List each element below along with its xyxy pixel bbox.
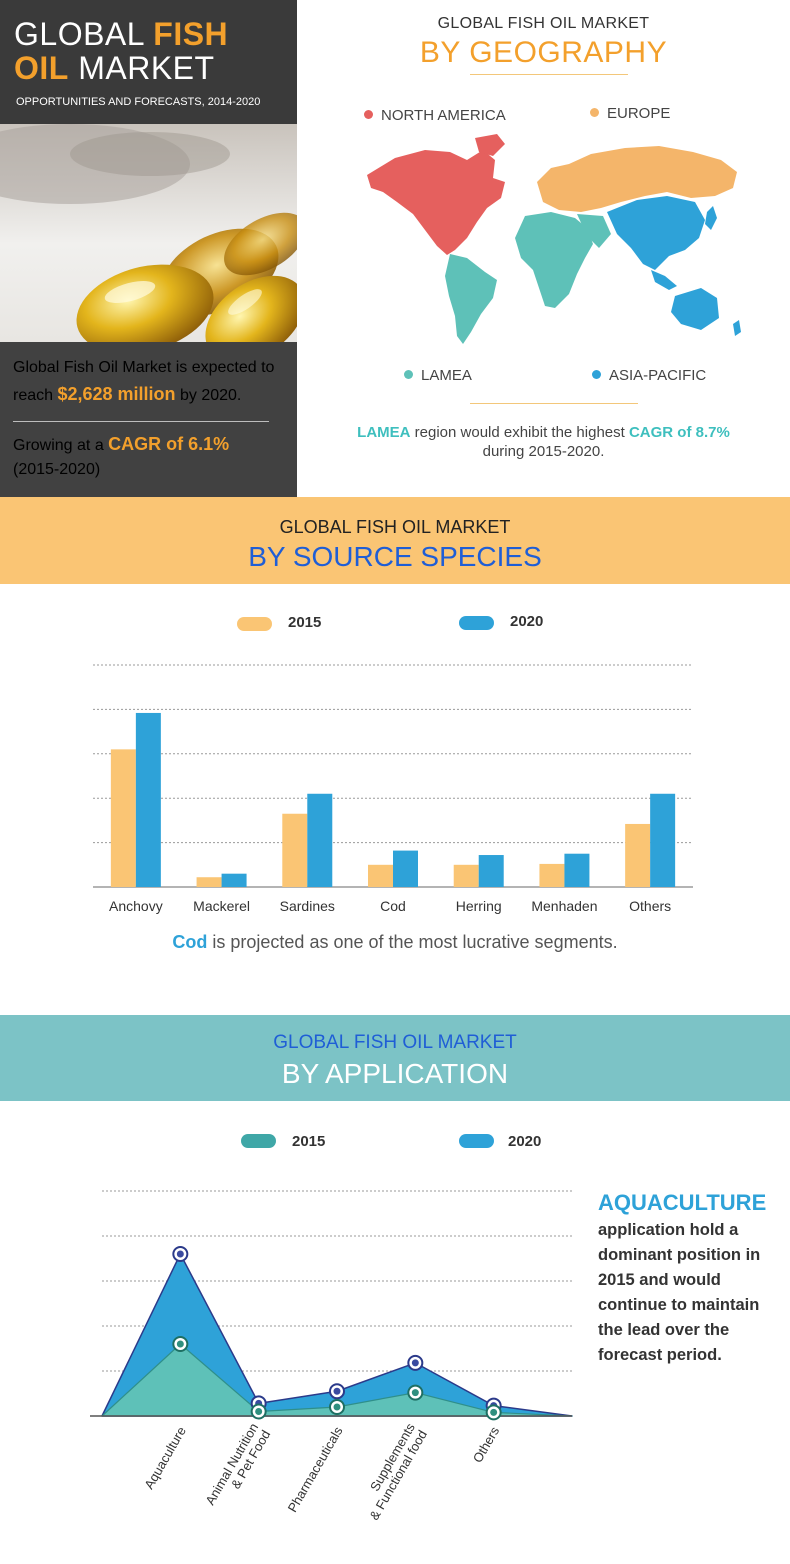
application-note-text: application hold a dominant position in …	[598, 1221, 761, 1364]
bar-legend-label-2015: 2015	[288, 614, 322, 631]
area-series-2020	[101, 1253, 573, 1417]
bar-sardines-2020	[307, 793, 333, 887]
hero-title-line2: OIL MARKET	[14, 50, 215, 86]
bar-herring-2015	[453, 864, 479, 887]
geography-divider-bottom	[470, 403, 638, 404]
application-banner: GLOBAL FISH OIL MARKET BY APPLICATION	[0, 1015, 790, 1101]
info-divider	[13, 421, 269, 422]
area-point-core	[176, 1250, 184, 1258]
area-category-label: Pharmaceuticals	[285, 1424, 346, 1515]
area-point-core	[255, 1408, 263, 1415]
world-map	[367, 134, 741, 344]
application-title-top: GLOBAL FISH OIL MARKET	[273, 1032, 517, 1053]
geography-title-main: BY GEOGRAPHY	[419, 36, 668, 69]
area-point-core	[176, 1340, 184, 1348]
area-chart: Aquaculture Animal Nutrition & Pet Food Ph…	[90, 1190, 573, 1523]
legend-lamea: LAMEA	[404, 367, 472, 384]
map-south-america	[445, 254, 497, 344]
area-category-label: Aquaculture	[141, 1424, 189, 1492]
bar-menhaden-2020	[564, 853, 590, 887]
bar-anchovy-2020	[135, 712, 161, 887]
map-southeast-asia	[651, 270, 677, 290]
geography-divider-top	[470, 74, 628, 75]
legend-asia-pacific: ASIA-PACIFIC	[592, 367, 706, 384]
map-north-america	[367, 150, 505, 255]
bar-category-label: Sardines	[280, 898, 335, 914]
bar-mackerel-2015	[196, 877, 222, 887]
bar-category-label: Mackerel	[193, 898, 250, 914]
hero-header	[0, 0, 297, 124]
area-category-label-line: Others	[470, 1424, 503, 1466]
hero-info-box	[0, 342, 297, 497]
area-point-core	[411, 1359, 419, 1367]
map-greenland	[475, 134, 505, 156]
bar-others-2020	[650, 793, 676, 887]
area-point-core	[411, 1389, 419, 1397]
map-europe	[537, 146, 737, 212]
map-japan	[705, 206, 717, 230]
source-species-banner: GLOBAL FISH OIL MARKET BY SOURCE SPECIES	[0, 497, 790, 584]
application-title-main: BY APPLICATION	[281, 1058, 509, 1089]
hero-subtitle: OPPORTUNITIES AND FORECASTS, 2014-2020	[16, 96, 261, 108]
area-category-label-line: Aquaculture	[141, 1424, 189, 1492]
area-point-core	[333, 1387, 341, 1395]
legend-dot-europe	[590, 108, 599, 117]
area-legend: 2015 2020	[0, 1101, 590, 1161]
geography-note-line1: LAMEA region would exhibit the highest C…	[357, 424, 730, 441]
info-line-2: reach $2,628 million by 2020.	[13, 384, 242, 404]
hero-panel: GLOBAL FISH OIL MARKET OPPORTUNITIES AND…	[0, 0, 297, 497]
bar-legend-label-2020: 2020	[510, 613, 544, 630]
bar-mackerel-2020	[221, 873, 247, 887]
bar-menhaden-2015	[539, 863, 565, 887]
hero-title-line1: GLOBAL FISH	[14, 16, 229, 52]
fish-oil-capsules-photo	[0, 124, 297, 342]
area-point-core	[333, 1403, 341, 1411]
application-note: AQUACULTURE application hold a dominant …	[598, 1188, 783, 1368]
legend-dot-north-america	[364, 110, 373, 119]
map-asia-pacific	[607, 196, 705, 270]
bar-cod-2020	[393, 850, 418, 887]
area-category-label: Others	[470, 1424, 503, 1466]
info-line-3: Growing at a CAGR of 6.1%	[13, 434, 230, 454]
bar-legend-swatch-2015	[237, 617, 272, 631]
area-legend-swatch-2020	[459, 1134, 494, 1148]
bar-cod-2015	[368, 864, 393, 887]
bar-anchovy-2015	[110, 749, 136, 887]
area-category-label: Supplements & Functional food	[366, 1420, 430, 1523]
area-point-core	[490, 1408, 498, 1416]
map-africa	[515, 212, 593, 308]
map-australia	[671, 288, 719, 330]
bar-chart: Anchovy Mackerel Sardines Cod Herring Menhade…	[93, 664, 693, 914]
legend-north-america: NORTH AMERICA	[364, 107, 506, 124]
bar-chart-note: Cod is projected as one of the most lucr…	[172, 932, 618, 952]
bar-legend-swatch-2020	[459, 616, 494, 630]
bar-herring-2020	[478, 855, 504, 887]
source-title-main: BY SOURCE SPECIES	[248, 541, 542, 572]
bar-category-label: Herring	[456, 898, 502, 914]
map-middle-east	[577, 214, 611, 248]
area-legend-label-2020: 2020	[508, 1133, 542, 1150]
legend-dot-asia-pacific	[592, 370, 601, 379]
area-legend-swatch-2015	[241, 1134, 276, 1148]
bar-category-label: Others	[629, 898, 671, 914]
bar-sardines-2015	[282, 813, 308, 887]
legend-dot-lamea	[404, 370, 413, 379]
bar-category-label: Cod	[380, 898, 406, 914]
bar-legend: 2015 2020	[0, 584, 790, 644]
source-title-top: GLOBAL FISH OIL MARKET	[279, 517, 511, 537]
area-category-label: Animal Nutrition & Pet Food	[202, 1421, 273, 1508]
info-line-1: Global Fish Oil Market is expected to	[13, 359, 275, 376]
application-note-title: AQUACULTURE	[598, 1190, 767, 1215]
area-legend-label-2015: 2015	[292, 1133, 326, 1150]
geography-note-line2: during 2015-2020.	[482, 443, 605, 460]
bar-category-label: Anchovy	[109, 898, 163, 914]
legend-europe: EUROPE	[590, 105, 670, 122]
info-line-4: (2015-2020)	[13, 461, 101, 478]
area-category-label-line: Pharmaceuticals	[285, 1424, 346, 1515]
map-new-zealand	[733, 320, 741, 336]
bar-category-label: Menhaden	[531, 898, 597, 914]
geography-title-top: GLOBAL FISH OIL MARKET	[437, 15, 650, 32]
bar-others-2015	[625, 823, 651, 887]
